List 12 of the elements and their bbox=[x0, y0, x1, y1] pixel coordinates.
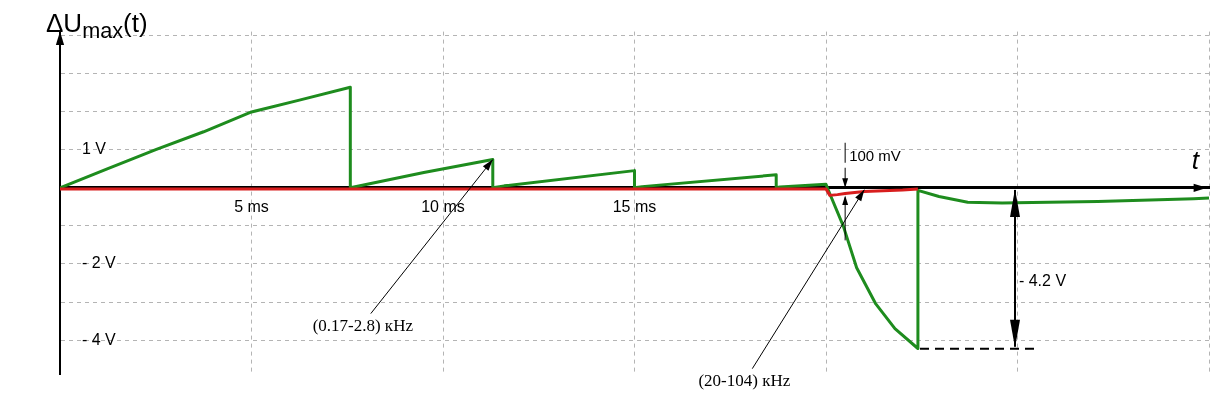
x-tick-label: 10 ms bbox=[421, 197, 465, 215]
x-axis-title: t bbox=[1191, 145, 1199, 176]
annotation: - 4.2 V bbox=[1018, 271, 1067, 289]
y-tick-label: - 4 V bbox=[82, 330, 117, 348]
y-tick-label: - 2 V bbox=[82, 254, 117, 272]
x-tick-label: 5 ms bbox=[234, 197, 269, 215]
annotation: 100 mV bbox=[849, 146, 901, 164]
y-axis-title: ΔU$_{max}$(t) bbox=[46, 8, 148, 45]
x-tick-label: 15 ms bbox=[612, 197, 657, 215]
annotation: (20-104) кHz bbox=[698, 370, 791, 390]
y-tick-label: 1 V bbox=[82, 140, 107, 158]
annotation: (0.17-2.8) кHz bbox=[312, 315, 414, 335]
